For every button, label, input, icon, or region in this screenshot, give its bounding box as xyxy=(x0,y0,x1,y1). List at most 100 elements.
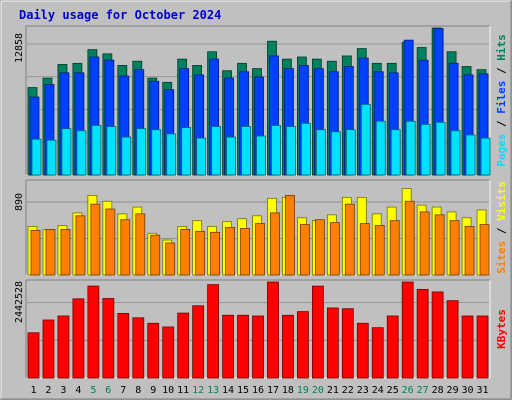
bar-pages-day-29 xyxy=(450,130,461,176)
x-tick-label-day-2: 2 xyxy=(45,385,51,396)
x-tick-label-day-29: 29 xyxy=(447,385,459,396)
bar-pages-day-31 xyxy=(480,137,491,176)
bar-pages-day-15 xyxy=(241,126,251,176)
bar-sites-day-15 xyxy=(240,228,250,276)
bar-pages-day-13 xyxy=(211,126,222,176)
bar-kbytes-day-20 xyxy=(311,285,324,379)
bar-sites-day-8 xyxy=(135,213,146,276)
bar-pages-day-5 xyxy=(91,125,102,176)
legend-kbytes: KBytes xyxy=(495,309,508,349)
bar-kbytes-day-25 xyxy=(386,315,399,379)
bar-sites-day-18 xyxy=(285,195,295,276)
panel-legend-hits-files-pages: Pages / Files / Hits xyxy=(495,34,508,167)
legend-sites: Sites xyxy=(495,241,508,274)
bar-kbytes-day-5 xyxy=(87,285,100,379)
x-tick-label-day-10: 10 xyxy=(162,385,174,396)
x-tick-label-day-15: 15 xyxy=(237,385,249,396)
bar-kbytes-day-13 xyxy=(207,284,220,379)
bar-pages-day-14 xyxy=(226,136,236,176)
bar-sites-day-30 xyxy=(464,226,475,276)
x-tick-label-day-1: 1 xyxy=(30,385,36,396)
panel-kbytes: 2442528 KBytes xyxy=(14,279,508,379)
panel-hits-files-pages: 12858 Pages / Files / Hits xyxy=(14,25,508,176)
bar-pages-day-7 xyxy=(121,136,132,176)
bar-pages-day-23 xyxy=(360,104,371,176)
bar-kbytes-day-4 xyxy=(72,298,85,379)
bar-pages-day-26 xyxy=(405,120,416,176)
bar-pages-day-24 xyxy=(375,120,386,176)
x-tick-label-day-5: 5 xyxy=(90,385,96,396)
bar-pages-day-22 xyxy=(345,129,356,176)
bar-sites-day-2 xyxy=(45,228,56,276)
bar-pages-day-27 xyxy=(420,124,431,176)
x-tick-label-day-8: 8 xyxy=(135,385,141,396)
x-tick-label-day-27: 27 xyxy=(417,385,429,396)
bar-pages-day-30 xyxy=(465,134,476,176)
bar-kbytes-day-14 xyxy=(222,314,234,379)
bar-kbytes-day-29 xyxy=(446,300,459,379)
bar-sites-day-17 xyxy=(270,212,280,276)
bar-sites-day-6 xyxy=(105,208,116,276)
bar-sites-day-28 xyxy=(434,214,445,276)
x-tick-label-day-20: 20 xyxy=(312,385,324,396)
bar-kbytes-day-23 xyxy=(356,322,369,379)
bar-pages-day-2 xyxy=(46,139,57,176)
bar-pages-day-16 xyxy=(256,135,266,176)
bar-kbytes-day-10 xyxy=(162,326,175,379)
x-tick-label-day-17: 17 xyxy=(267,385,279,396)
legend-hits: Hits xyxy=(495,34,508,61)
bar-pages-day-11 xyxy=(181,127,192,176)
bar-pages-day-18 xyxy=(286,126,296,176)
bar-kbytes-day-9 xyxy=(147,322,160,379)
panels: 12858 Pages / Files / Hits 890 Sites / Visi… xyxy=(14,25,508,379)
x-tick-label-day-25: 25 xyxy=(387,385,399,396)
bar-sites-day-31 xyxy=(479,224,490,276)
x-tick-label-day-6: 6 xyxy=(105,385,111,396)
bar-sites-day-21 xyxy=(329,222,340,276)
bar-pages-day-25 xyxy=(390,129,401,176)
bar-kbytes-day-19 xyxy=(297,311,309,379)
bar-kbytes-day-6 xyxy=(102,298,115,379)
panel-legend-kbytes: KBytes xyxy=(495,309,508,349)
bar-kbytes-day-30 xyxy=(461,315,474,379)
x-tick-label-day-24: 24 xyxy=(372,385,384,396)
bar-sites-day-20 xyxy=(314,219,325,276)
bar-sites-day-25 xyxy=(389,220,400,276)
bar-sites-day-19 xyxy=(300,224,310,276)
y-max-tick-label: 890 xyxy=(14,193,25,211)
bar-pages-day-17 xyxy=(271,125,281,176)
bar-pages-day-4 xyxy=(76,130,87,176)
bar-kbytes-day-26 xyxy=(401,281,414,379)
bar-pages-day-8 xyxy=(136,128,147,176)
y-max-tick-label: 2442528 xyxy=(14,281,25,323)
bar-kbytes-day-2 xyxy=(42,319,55,379)
bar-sites-day-11 xyxy=(180,228,191,276)
x-tick-label-day-22: 22 xyxy=(342,385,354,396)
bar-kbytes-day-3 xyxy=(57,315,70,379)
x-tick-label-day-11: 11 xyxy=(177,385,189,396)
bar-sites-day-3 xyxy=(60,228,71,276)
bar-sites-day-16 xyxy=(255,223,265,276)
bar-sites-day-29 xyxy=(449,220,460,276)
bar-pages-day-21 xyxy=(330,131,341,176)
bar-kbytes-day-11 xyxy=(177,312,190,379)
x-tick-label-day-23: 23 xyxy=(357,385,369,396)
bar-pages-day-1 xyxy=(31,138,42,176)
legend-files: Files xyxy=(495,81,508,114)
bar-sites-day-4 xyxy=(75,215,86,276)
panel-legend-visits-sites: Sites / Visits xyxy=(495,181,508,274)
y-max-tick-label: 12858 xyxy=(14,33,25,63)
legend-visits: Visits xyxy=(495,181,508,221)
x-tick-label-day-9: 9 xyxy=(150,385,156,396)
x-tick-label-day-16: 16 xyxy=(252,385,264,396)
bar-pages-day-6 xyxy=(106,126,117,176)
bar-sites-day-12 xyxy=(195,230,206,276)
bar-sites-day-27 xyxy=(419,211,430,276)
bar-kbytes-day-8 xyxy=(132,317,145,379)
bar-sites-day-10 xyxy=(165,242,176,276)
bar-sites-day-1 xyxy=(30,229,41,276)
bar-kbytes-day-7 xyxy=(117,313,130,379)
x-tick-label-day-21: 21 xyxy=(327,385,339,396)
bar-kbytes-day-15 xyxy=(237,314,249,379)
